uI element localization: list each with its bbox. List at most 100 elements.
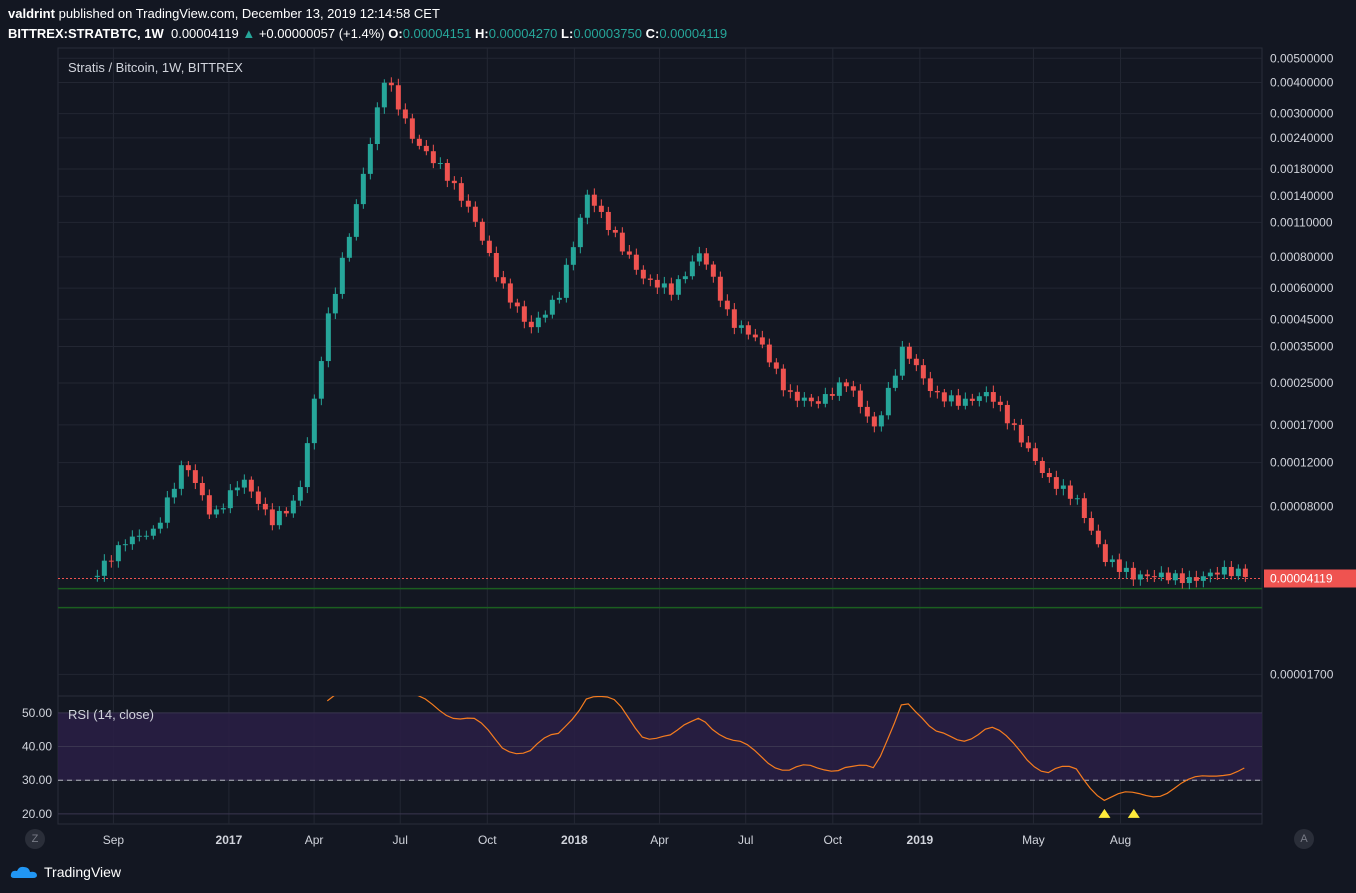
- candle-body: [402, 109, 408, 119]
- candle-body: [1025, 442, 1031, 449]
- candle-body: [1165, 572, 1171, 581]
- candle-body: [185, 465, 191, 471]
- candle-body: [745, 325, 751, 335]
- candle-body: [542, 314, 548, 318]
- time-tick-label: 2019: [907, 833, 934, 847]
- candle-body: [864, 406, 870, 417]
- candle-body: [668, 283, 674, 295]
- candle-body: [192, 470, 198, 483]
- candle-body: [1242, 568, 1248, 577]
- candle-body: [325, 313, 331, 362]
- candle-body: [143, 535, 149, 537]
- candle-body: [94, 575, 100, 577]
- candle-body: [262, 503, 268, 510]
- candle-body: [843, 382, 849, 387]
- candle-body: [1235, 568, 1241, 577]
- tradingview-logo[interactable]: TradingView: [10, 864, 121, 880]
- rsi-label: RSI (14, close): [68, 707, 154, 722]
- candle-body: [1060, 485, 1066, 489]
- publish-header: valdrint published on TradingView.com, D…: [8, 6, 440, 21]
- candle-body: [500, 277, 506, 284]
- candle-body: [283, 510, 289, 514]
- candle-body: [654, 279, 660, 288]
- candle-body: [731, 309, 737, 328]
- candle-body: [465, 200, 471, 207]
- candle-body: [220, 508, 226, 510]
- price-change: +0.00000057 (+1.4%): [258, 26, 385, 41]
- candle-body: [1123, 567, 1129, 572]
- candles[interactable]: [94, 77, 1248, 590]
- candle-body: [829, 394, 835, 396]
- price-tick-label: 0.00080000: [1270, 250, 1334, 264]
- candle-body: [556, 297, 562, 300]
- candle-body: [822, 394, 828, 404]
- candle-body: [647, 278, 653, 280]
- candle-body: [717, 276, 723, 301]
- candle-body: [199, 482, 205, 496]
- candle-body: [640, 269, 646, 279]
- time-tick-label: 2018: [561, 833, 588, 847]
- candle-body: [1081, 498, 1087, 519]
- candle-body: [962, 398, 968, 406]
- rsi-pane[interactable]: 50.00 40.00 30.00 20.00: [22, 678, 1262, 821]
- candle-body: [241, 479, 247, 488]
- candle-body: [430, 151, 436, 164]
- candle-body: [661, 283, 667, 288]
- price-tick-label: 0.00008000: [1270, 500, 1334, 514]
- candle-body: [1144, 574, 1150, 577]
- candle-body: [332, 293, 338, 314]
- candle-body: [857, 390, 863, 407]
- candle-body: [941, 392, 947, 402]
- price-axis[interactable]: 0.00500000 0.00400000 0.00300000 0.00240000…: [1264, 51, 1356, 681]
- low-value: 0.00003750: [573, 26, 642, 41]
- candle-body: [409, 118, 415, 139]
- candle-body: [157, 522, 163, 529]
- candle-body: [703, 253, 709, 265]
- price-tick-label: 0.00045000: [1270, 312, 1334, 326]
- candle-body: [1053, 477, 1059, 489]
- timezone-button[interactable]: Z: [25, 829, 45, 849]
- price-tick-label: 0.00300000: [1270, 107, 1334, 121]
- candle-body: [787, 390, 793, 392]
- chart-grid: [57, 47, 1263, 825]
- candle-body: [997, 401, 1003, 405]
- candle-body: [374, 107, 380, 145]
- candle-body: [584, 194, 590, 218]
- candle-body: [1207, 572, 1213, 577]
- candle-body: [276, 510, 282, 526]
- candle-body: [514, 302, 520, 307]
- candle-body: [472, 206, 478, 222]
- candle-body: [913, 358, 919, 366]
- auto-scale-button[interactable]: A: [1294, 829, 1314, 849]
- candle-body: [724, 300, 730, 310]
- author-name[interactable]: valdrint: [8, 6, 55, 21]
- candle-body: [451, 180, 457, 184]
- candle-body: [381, 82, 387, 108]
- price-tick-label: 0.00035000: [1270, 340, 1334, 354]
- last-price-tag-label: 0.00004119: [1270, 571, 1333, 585]
- candle-body: [297, 487, 303, 501]
- candle-body: [1137, 574, 1143, 580]
- open-value: 0.00004151: [402, 26, 472, 41]
- candle-body: [1074, 498, 1080, 500]
- last-price-tag: [1264, 569, 1356, 588]
- candle-body: [164, 497, 170, 523]
- candle-body: [906, 346, 912, 359]
- rsi-line: [326, 696, 1245, 802]
- high-value: 0.00004270: [488, 26, 558, 41]
- time-axis[interactable]: Sep 2017 Apr Jul Oct 2018 Apr Jul Oct 2019 May Aug: [103, 833, 1131, 847]
- candle-body: [360, 173, 366, 205]
- publish-info: published on TradingView.com, December 1…: [58, 6, 440, 21]
- candle-body: [423, 145, 429, 152]
- candle-body: [1130, 567, 1136, 580]
- close-label: C:: [645, 26, 660, 41]
- candle-body: [619, 232, 625, 252]
- rsi-tick-label: 20.00: [22, 807, 52, 821]
- candle-body: [269, 509, 275, 526]
- candle-body: [969, 398, 975, 401]
- time-tick-label: Apr: [305, 833, 324, 847]
- candle-body: [493, 252, 499, 278]
- symbol-label[interactable]: BITTREX:STRATBTC, 1W: [8, 26, 164, 41]
- candle-body: [1039, 460, 1045, 474]
